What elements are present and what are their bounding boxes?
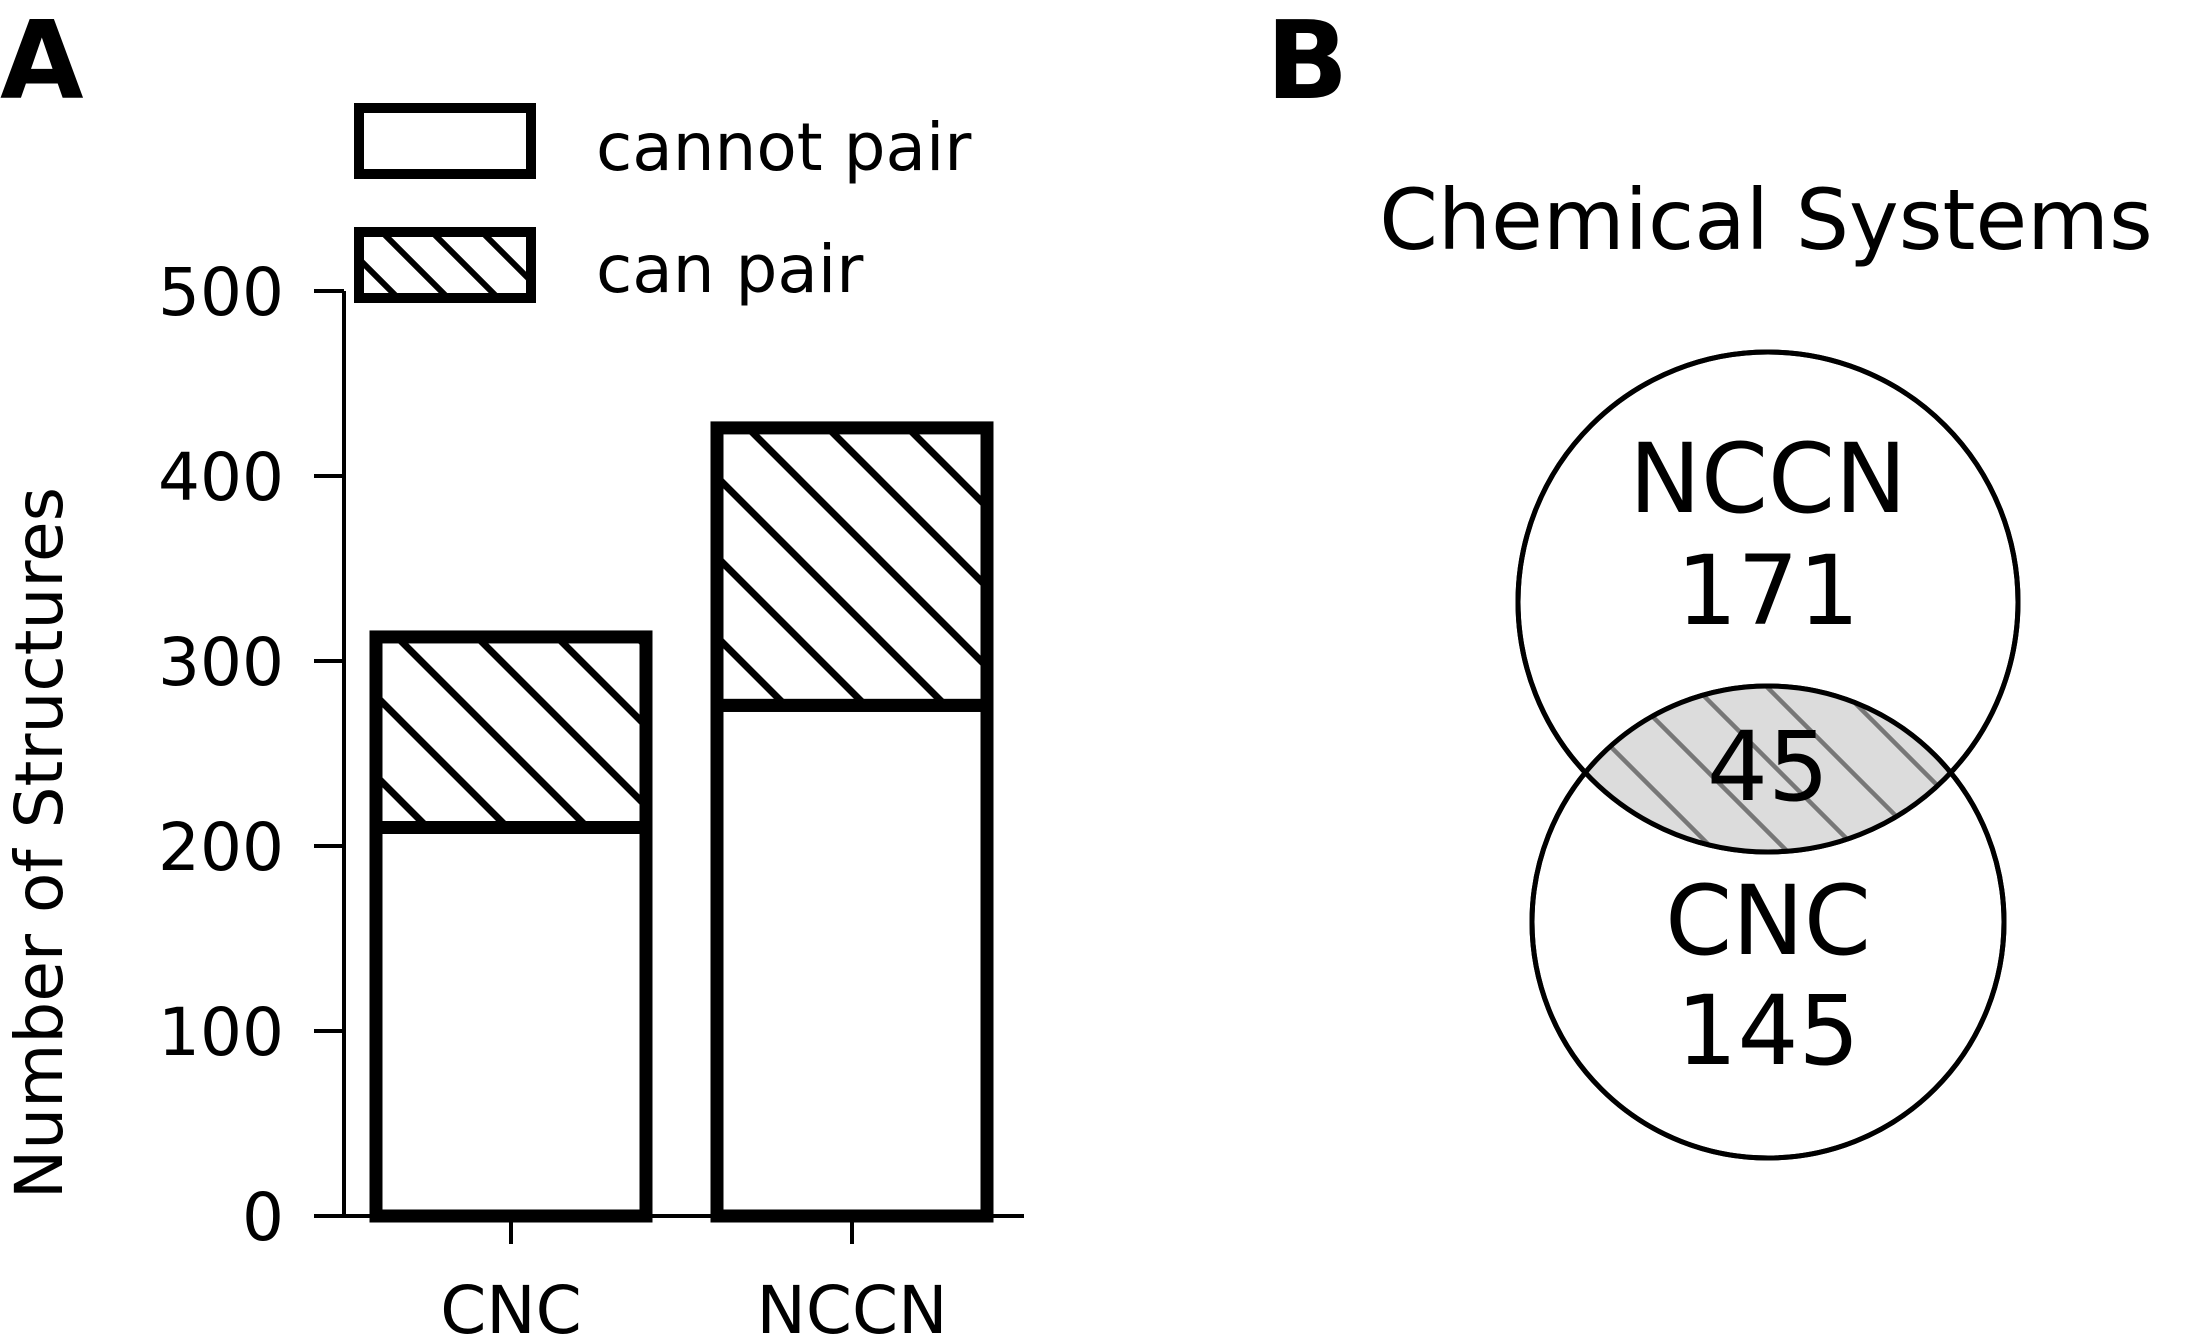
bar-nccn-cannot-pair <box>710 698 994 1223</box>
bar-cnc-cannot-pair <box>369 821 653 1223</box>
bar-nccn-can-pair <box>710 421 994 712</box>
venn-title: Chemical Systems <box>1379 171 2152 269</box>
venn-value-intersection: 45 <box>1707 711 1829 823</box>
y-tick-label: 400 <box>158 439 284 516</box>
x-tick-label-nccn: NCCN <box>757 1272 948 1340</box>
venn-circle-cnc-outline <box>1529 683 2007 1161</box>
panel-a-letter: A <box>0 0 84 124</box>
x-tick-label-cnc: CNC <box>440 1272 582 1340</box>
venn-value-nccn: 171 <box>1676 535 1859 647</box>
y-tick-label: 0 <box>242 1179 284 1256</box>
venn-circle-nccn-outline <box>1515 349 2021 855</box>
x-axis-ticks: CNC NCCN <box>440 1216 947 1340</box>
panel-b-letter: B <box>1266 0 1348 124</box>
y-axis-ticks: 0 100 200 300 400 500 <box>158 254 344 1256</box>
venn-label-nccn: NCCN <box>1629 423 1907 535</box>
venn-label-cnc: CNC <box>1665 865 1871 977</box>
y-axis-label: Number of Structures <box>1 487 78 1199</box>
venn-value-cnc: 145 <box>1676 975 1859 1087</box>
y-tick-label: 200 <box>158 809 284 886</box>
legend-label-can-pair: can pair <box>596 231 864 308</box>
panel-b-venn-diagram: B Chemical Systems NCCN 171 45 CNC 145 <box>1266 0 2153 1161</box>
y-tick-label: 500 <box>158 254 284 331</box>
venn-intersection-hatching <box>1532 686 2004 852</box>
legend-label-cannot-pair: cannot pair <box>596 109 972 186</box>
legend: cannot pair can pair <box>354 103 972 308</box>
y-tick-label: 300 <box>158 624 284 701</box>
legend-swatch-can-pair <box>354 227 536 303</box>
bar-cnc-can-pair <box>369 630 653 835</box>
bars <box>369 421 994 1223</box>
y-tick-label: 100 <box>158 994 284 1071</box>
panel-a-bar-chart: A Number of Structures 0100200300400500 … <box>0 0 1024 1340</box>
legend-swatch-cannot-pair <box>354 103 536 179</box>
